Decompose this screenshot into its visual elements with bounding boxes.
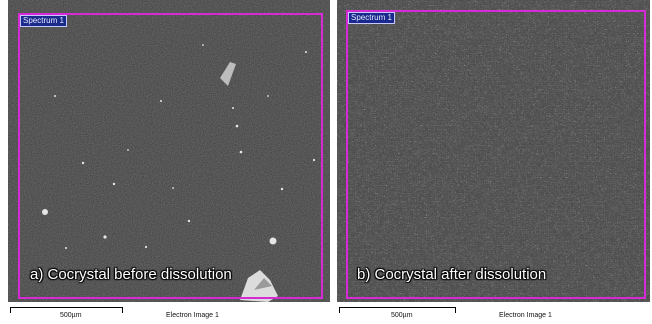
image-footer-a: 500µm Electron Image 1 xyxy=(8,305,330,323)
sem-image-before: Spectrum 1 a) Cocrystal before dissoluti… xyxy=(8,0,330,302)
sem-micrograph-textured xyxy=(337,0,650,302)
scale-bar xyxy=(10,307,123,313)
sem-image-after: Spectrum 1 b) Cocrystal after dissolutio… xyxy=(337,0,650,302)
spectrum-region-frame xyxy=(18,13,323,299)
scale-bar xyxy=(339,307,456,313)
spectrum-label: Spectrum 1 xyxy=(348,12,395,24)
spectrum-label: Spectrum 1 xyxy=(20,15,67,27)
panel-caption: b) Cocrystal after dissolution xyxy=(357,266,547,283)
electron-image-label: Electron Image 1 xyxy=(499,312,552,319)
scale-label: 500µm xyxy=(60,312,82,319)
scale-label: 500µm xyxy=(391,312,413,319)
panel-caption: a) Cocrystal before dissolution xyxy=(30,266,232,283)
image-footer-b: 500µm Electron Image 1 xyxy=(337,305,650,323)
spectrum-region-frame xyxy=(346,10,646,299)
electron-image-label: Electron Image 1 xyxy=(166,312,219,319)
sem-micrograph-smooth xyxy=(8,0,330,302)
